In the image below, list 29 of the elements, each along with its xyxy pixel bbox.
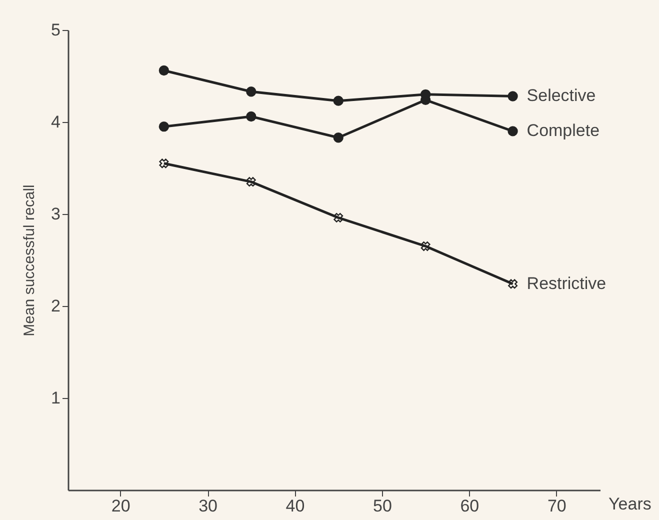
point — [508, 91, 518, 102]
point — [420, 241, 430, 251]
x-tick-label: 60 — [460, 496, 480, 516]
x-tick-label: 70 — [547, 496, 566, 516]
x-tick-label: 50 — [373, 496, 392, 516]
y-tick-label: 3 — [51, 204, 60, 224]
point — [158, 65, 170, 76]
point — [246, 111, 256, 122]
y-tick-label: 5 — [51, 20, 60, 40]
x-tick-label: 20 — [111, 496, 130, 516]
x-tick-label: 40 — [286, 496, 305, 516]
point — [159, 158, 169, 168]
series-label: Restrictive — [526, 274, 606, 293]
series-label: Complete — [526, 121, 600, 140]
point — [333, 132, 344, 143]
y-tick-label: 1 — [51, 388, 60, 408]
x-tick-label: 30 — [198, 496, 218, 516]
y-axis-title: Mean successful recall — [21, 184, 38, 336]
y-tick-label: 2 — [51, 296, 60, 316]
x-axis-title: Years — [608, 494, 652, 514]
point — [158, 122, 170, 132]
point — [246, 177, 256, 187]
series-label: Selective — [526, 86, 596, 106]
point — [334, 212, 344, 222]
point — [246, 86, 256, 97]
point — [333, 96, 344, 106]
point — [508, 126, 518, 136]
point — [508, 279, 518, 289]
y-tick-label: 4 — [51, 112, 60, 132]
